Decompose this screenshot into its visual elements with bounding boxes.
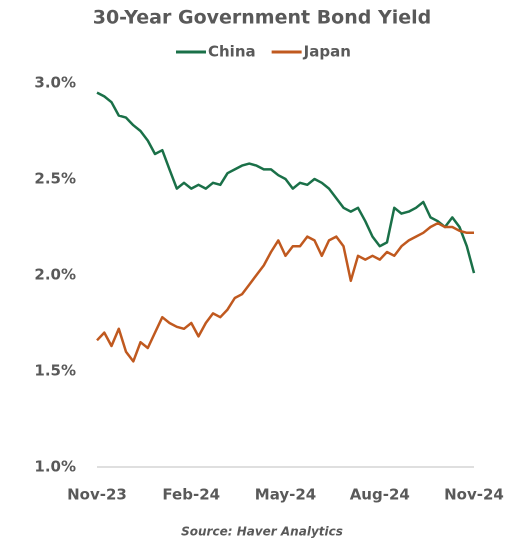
chart-title: 30-Year Government Bond Yield — [93, 7, 432, 29]
y-tick-label: 1.0% — [34, 458, 76, 476]
y-tick-label: 1.5% — [34, 362, 76, 380]
series-line — [96, 221, 474, 363]
x-tick-label: May-24 — [255, 486, 316, 504]
source-note: Source: Haver Analytics — [181, 525, 343, 539]
series-line — [96, 91, 476, 274]
y-tick-label: 3.0% — [34, 74, 76, 92]
legend-label: Japan — [303, 43, 351, 61]
x-tick-label: Nov-23 — [67, 486, 127, 504]
x-tick-label: Aug-24 — [350, 486, 410, 504]
x-tick-label: Nov-24 — [444, 486, 504, 504]
x-tick-label: Feb-24 — [162, 486, 220, 504]
y-tick-label: 2.5% — [34, 170, 76, 188]
y-tick-label: 2.0% — [34, 266, 76, 284]
legend-label: China — [208, 43, 256, 61]
